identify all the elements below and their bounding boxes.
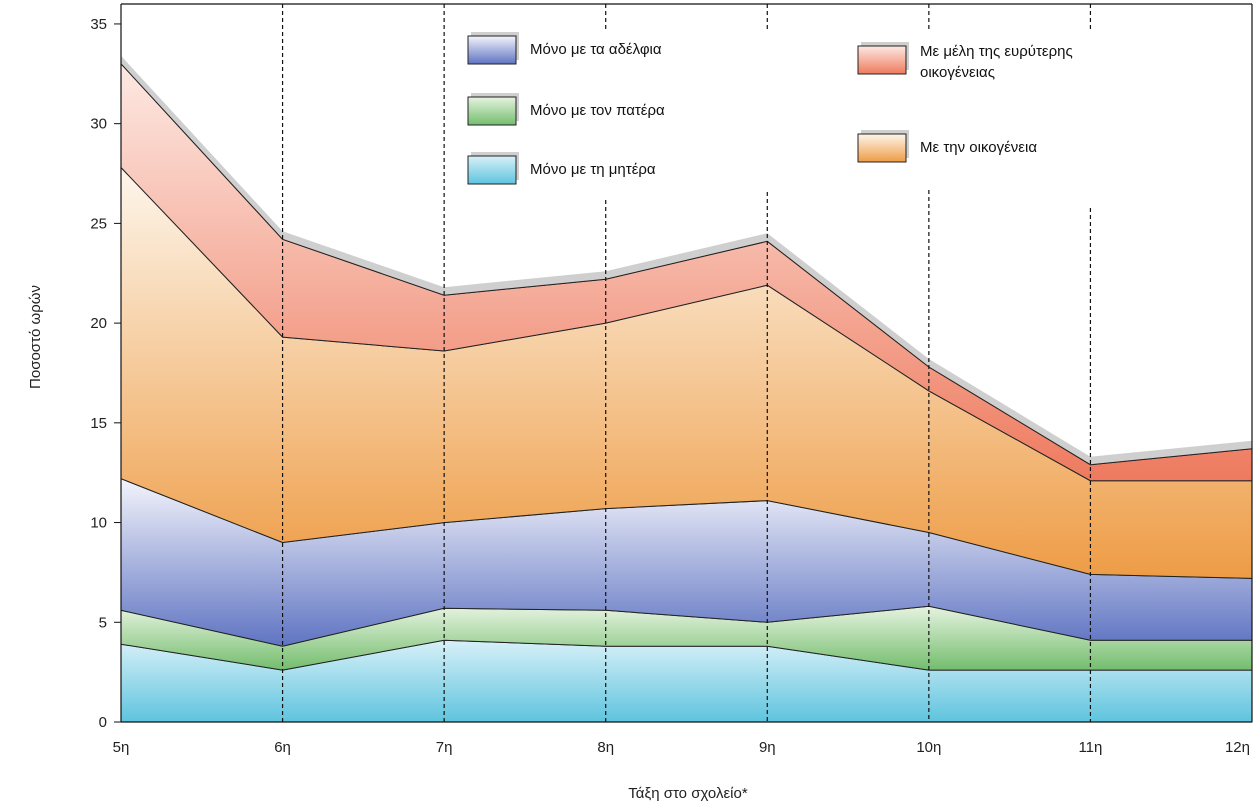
x-tick-label: 12η bbox=[1225, 739, 1250, 756]
x-tick-label: 8η bbox=[597, 739, 614, 756]
legend-label: Μόνο με τον πατέρα bbox=[530, 102, 665, 119]
legend-item: Με την οικογένεια bbox=[858, 130, 1037, 162]
legend-swatch bbox=[468, 156, 516, 184]
x-tick-label: 9η bbox=[759, 739, 776, 756]
legend-item: Μόνο με τον πατέρα bbox=[468, 93, 665, 125]
x-tick-label: 10η bbox=[916, 739, 941, 756]
legend-item: Με μέλη της ευρύτερης οικογένειας bbox=[858, 42, 1073, 81]
y-tick-label: 15 bbox=[90, 415, 107, 432]
legend-label: Με την οικογένεια bbox=[920, 139, 1037, 156]
area-series-group bbox=[121, 64, 1252, 722]
y-tick-label: 20 bbox=[90, 315, 107, 332]
legend-swatch bbox=[858, 134, 906, 162]
legend-label: Μόνο με τα αδέλφια bbox=[530, 41, 662, 58]
y-tick-label: 5 bbox=[99, 614, 107, 631]
legend-label: Μόνο με τη μητέρα bbox=[530, 161, 656, 178]
x-tick-label: 11η bbox=[1078, 739, 1102, 756]
legend-item: Μόνο με τα αδέλφια bbox=[468, 32, 662, 64]
y-tick-label: 30 bbox=[90, 116, 107, 133]
y-tick-label: 0 bbox=[99, 714, 107, 731]
y-tick-label: 25 bbox=[90, 215, 107, 232]
x-tick-label: 6η bbox=[274, 739, 291, 756]
legend-swatch bbox=[858, 46, 906, 74]
legend-item: Μόνο με τη μητέρα bbox=[468, 152, 656, 184]
x-tick-label: 5η bbox=[113, 739, 130, 756]
x-axis-title: Τάξη στο σχολείο* bbox=[628, 785, 748, 802]
legend: Μόνο με τα αδέλφια Μόνο με τον πατέρα Μόνο… bbox=[468, 32, 1073, 184]
x-tick-label: 7η bbox=[436, 739, 453, 756]
legend-label: Με μέλη της ευρύτερης οικογένειας bbox=[920, 43, 1073, 81]
y-axis-title: Ποσοστό ωρών bbox=[27, 285, 44, 389]
y-tick-label: 10 bbox=[90, 515, 107, 532]
y-tick-label: 35 bbox=[90, 16, 107, 33]
legend-swatch bbox=[468, 97, 516, 125]
legend-swatch bbox=[468, 36, 516, 64]
